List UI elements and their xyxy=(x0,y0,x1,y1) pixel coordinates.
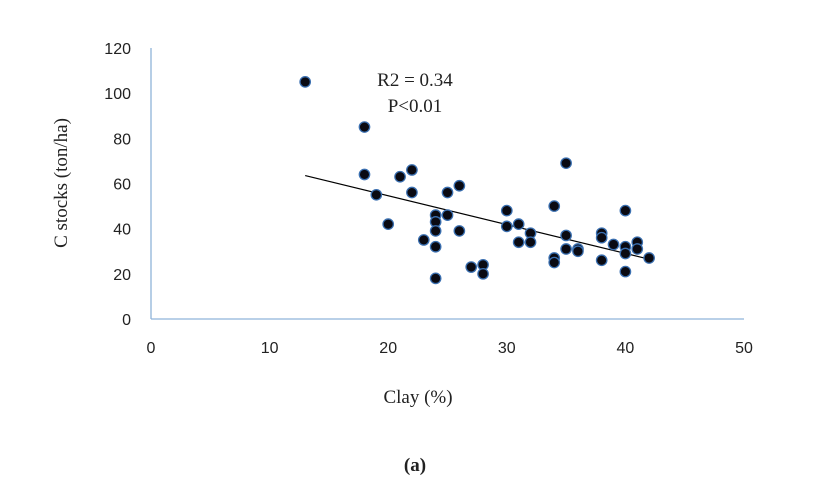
data-point xyxy=(299,76,312,88)
y-tick-label: 80 xyxy=(113,131,131,148)
x-tick-label: 10 xyxy=(261,340,279,357)
data-point xyxy=(548,200,561,212)
data-point xyxy=(417,234,430,246)
data-point xyxy=(358,168,371,181)
y-tick-label: 100 xyxy=(104,86,131,103)
y-tick-labels: 0 20 40 60 80 100 120 xyxy=(104,41,131,329)
data-point xyxy=(619,265,632,278)
data-point xyxy=(429,272,442,285)
data-point xyxy=(572,245,584,258)
x-tick-label: 40 xyxy=(617,340,635,357)
y-tick-label: 40 xyxy=(113,222,131,239)
y-tick-label: 20 xyxy=(113,267,131,284)
trend-line xyxy=(305,175,650,260)
data-point xyxy=(643,252,655,264)
data-points xyxy=(299,76,655,285)
data-point xyxy=(429,240,442,253)
data-point xyxy=(619,247,632,260)
data-point xyxy=(370,188,383,201)
x-tick-label: 50 xyxy=(735,340,753,357)
data-point xyxy=(406,186,418,199)
x-axis-title: Clay (%) xyxy=(383,387,452,408)
data-point xyxy=(595,231,608,244)
r2-annotation: R2 = 0.34 xyxy=(377,70,453,91)
data-point xyxy=(548,256,561,269)
x-tick-label: 20 xyxy=(379,340,397,357)
data-point xyxy=(465,261,478,273)
data-point xyxy=(607,238,620,251)
y-tick-label: 60 xyxy=(113,177,131,194)
data-point xyxy=(595,254,608,267)
data-point xyxy=(453,179,466,192)
data-point xyxy=(500,220,513,233)
data-point xyxy=(406,164,418,176)
data-point xyxy=(453,225,466,237)
data-point xyxy=(500,204,513,217)
data-point xyxy=(619,204,632,217)
data-point xyxy=(560,229,572,242)
data-point xyxy=(631,243,644,255)
data-point xyxy=(382,218,395,230)
y-tick-label: 120 xyxy=(104,41,131,58)
chart-axes xyxy=(150,48,744,320)
data-point xyxy=(441,209,454,221)
data-point xyxy=(512,218,525,230)
x-tick-label: 30 xyxy=(498,340,516,357)
data-point xyxy=(429,225,442,237)
p-value-annotation: P<0.01 xyxy=(388,96,443,117)
data-point xyxy=(560,157,572,170)
x-tick-label: 0 xyxy=(147,340,156,357)
data-point xyxy=(394,170,406,183)
data-point xyxy=(358,121,371,133)
y-axis-title: C stocks (ton/ha) xyxy=(51,118,72,248)
data-point xyxy=(477,267,489,280)
figure-caption: (a) xyxy=(404,455,426,476)
y-tick-label: 0 xyxy=(122,312,131,329)
data-point xyxy=(524,236,537,249)
data-point xyxy=(512,236,525,249)
data-point xyxy=(560,243,572,255)
data-point xyxy=(441,186,454,199)
x-tick-labels: 0 10 20 30 40 50 xyxy=(147,340,753,357)
